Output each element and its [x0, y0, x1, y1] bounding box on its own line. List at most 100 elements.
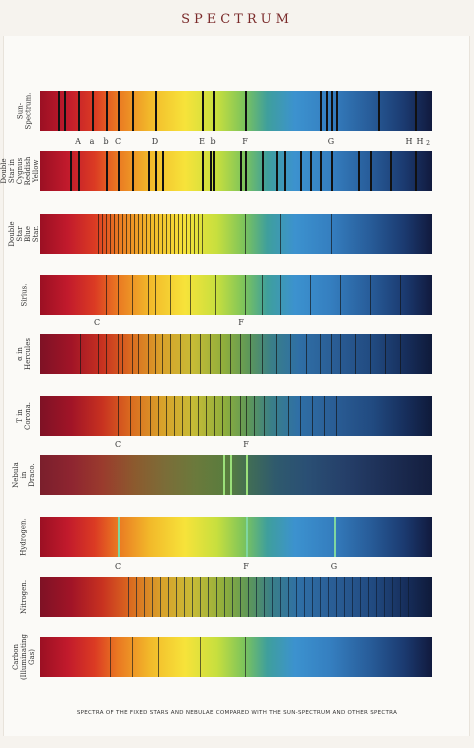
spectrum-label-text: Double Star Blue Star. — [8, 221, 40, 247]
spectral-line — [280, 214, 281, 254]
spectrum-label-text: Carbon (Illuminating Gas) — [12, 633, 36, 681]
spectral-line — [378, 91, 380, 131]
line-marker: E — [199, 137, 205, 146]
spectral-line — [64, 91, 66, 131]
spectral-line — [98, 214, 99, 254]
spectral-line — [276, 334, 277, 374]
spectrum-label-text: Hydrogen. — [20, 518, 28, 556]
spectral-line — [106, 91, 108, 131]
spectral-line — [118, 517, 120, 557]
spectral-line — [158, 637, 159, 677]
spectrum-label: Sun- Spectrum. — [8, 91, 40, 131]
spectral-line — [200, 334, 201, 374]
spectral-line — [122, 214, 123, 254]
spectral-line — [280, 275, 281, 315]
spectrum-row: Double Star in Cygnus Reddish Yellow Sta… — [0, 151, 474, 191]
line-marker: G — [327, 137, 335, 146]
spectral-line — [336, 91, 338, 131]
spectral-line — [408, 577, 409, 617]
spectrum-label: Carbon (Illuminating Gas) — [8, 633, 40, 681]
spectral-line — [312, 396, 313, 436]
spectrum-strip — [40, 214, 432, 254]
spectral-line — [110, 214, 111, 254]
line-marker: C — [93, 318, 101, 327]
spectrum-strip — [40, 91, 432, 131]
spectral-line — [312, 577, 313, 617]
spectral-line — [352, 577, 353, 617]
spectral-line — [150, 396, 151, 436]
spectral-line — [250, 334, 251, 374]
spectral-line — [78, 91, 80, 131]
spectral-line — [144, 577, 145, 617]
spectral-line — [248, 577, 249, 617]
spectral-line — [126, 214, 127, 254]
spectral-line — [245, 214, 246, 254]
spectral-line — [320, 151, 322, 191]
spectral-line — [245, 91, 247, 131]
spectral-line — [230, 455, 232, 495]
spectral-line — [192, 577, 193, 617]
spectral-line — [384, 577, 385, 617]
spectral-line — [184, 577, 185, 617]
spectral-line — [206, 396, 207, 436]
spectral-line — [148, 151, 150, 191]
spectral-line — [176, 577, 177, 617]
spectral-line — [148, 334, 149, 374]
spectral-line — [202, 214, 203, 254]
spectral-line — [182, 396, 183, 436]
caption: SPECTRA OF THE FIXED STARS AND NEBULAE C… — [76, 710, 398, 716]
line-marker: A — [75, 137, 81, 146]
spectral-line — [132, 637, 133, 677]
spectral-line — [106, 275, 107, 315]
spectral-line — [368, 577, 369, 617]
spectral-line — [138, 214, 139, 254]
spectral-line — [390, 151, 392, 191]
spectral-line — [306, 334, 307, 374]
spectral-line — [158, 214, 159, 254]
spectral-line — [118, 396, 119, 436]
spectral-line — [148, 275, 149, 315]
spectral-line — [138, 334, 139, 374]
spectral-line — [182, 214, 183, 254]
spectral-line — [110, 637, 111, 677]
spectral-line — [310, 275, 311, 315]
spectral-line — [70, 151, 72, 191]
spectral-line — [158, 396, 159, 436]
spectral-line — [190, 214, 191, 254]
hydrogen-line-markers: C F G — [40, 562, 432, 574]
spectral-line — [210, 334, 211, 374]
spectral-line — [198, 396, 199, 436]
spectral-line — [150, 214, 151, 254]
spectrum-strip — [40, 637, 432, 677]
spectral-line — [190, 334, 191, 374]
spectral-line — [132, 275, 133, 315]
line-marker: H — [416, 137, 424, 146]
spectral-line — [170, 334, 171, 374]
spectral-line — [130, 396, 131, 436]
spectral-line — [240, 334, 241, 374]
spectral-line — [360, 577, 361, 617]
spectral-line — [130, 214, 131, 254]
spectral-line — [118, 214, 119, 254]
spectral-line — [122, 334, 123, 374]
spectral-line — [152, 577, 153, 617]
spectrum-row: Sirius. — [0, 275, 474, 315]
spectral-line — [98, 334, 99, 374]
spectrum-label: Double Star in Cygnus Reddish Yellow Sta… — [0, 151, 48, 191]
spectral-line — [160, 577, 161, 617]
spectrum-label: Hydrogen. — [8, 517, 40, 557]
spectral-line — [415, 151, 417, 191]
spectrum-strip — [40, 275, 432, 315]
line-marker: 2 — [426, 140, 430, 147]
spectrum-label-text: T in Corona. — [16, 401, 32, 431]
spectral-line — [58, 91, 60, 131]
spectrum-row: Nebula in Draco. — [0, 455, 474, 495]
spectral-line — [358, 151, 360, 191]
spectral-line — [262, 334, 263, 374]
line-marker: C — [114, 137, 122, 146]
spectral-line — [190, 275, 191, 315]
spectral-line — [162, 334, 163, 374]
spectral-line — [136, 577, 137, 617]
spectral-line — [223, 455, 225, 495]
spectral-line — [310, 151, 312, 191]
